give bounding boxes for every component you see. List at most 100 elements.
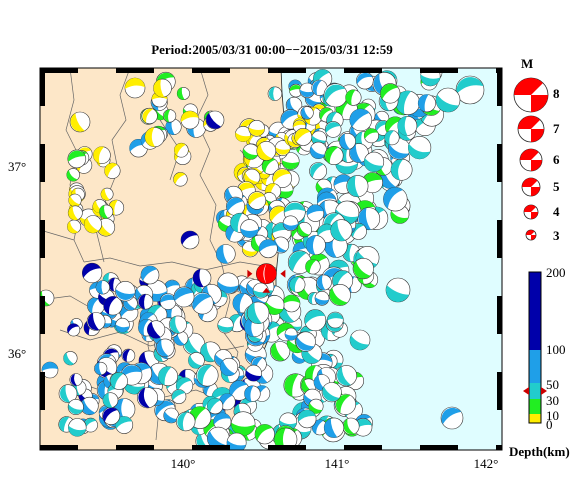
magnitude-legend-symbol bbox=[525, 229, 537, 241]
focal-mechanism bbox=[311, 79, 328, 96]
earthquake-mechanisms bbox=[40, 68, 485, 450]
focal-mechanism bbox=[328, 283, 351, 306]
magnitude-legend-symbol bbox=[523, 204, 539, 220]
focal-mechanism bbox=[124, 77, 146, 99]
focal-mechanism bbox=[274, 140, 291, 156]
focal-mechanism bbox=[159, 293, 177, 310]
focal-mechanism bbox=[176, 411, 196, 432]
focal-mechanism bbox=[155, 338, 175, 358]
depth-band bbox=[529, 350, 541, 383]
focal-mechanism bbox=[274, 427, 298, 450]
focal-mechanism bbox=[207, 398, 224, 415]
focal-mechanism bbox=[115, 416, 134, 434]
focal-mechanism bbox=[63, 351, 78, 366]
depth-scale-border bbox=[528, 271, 542, 424]
focal-mechanism bbox=[144, 127, 165, 148]
focal-mechanism bbox=[58, 384, 78, 404]
focal-mechanism bbox=[313, 374, 331, 391]
depth-tick-0: 0 bbox=[546, 417, 553, 432]
focal-mechanism bbox=[196, 364, 219, 387]
focal-mechanism bbox=[326, 311, 344, 329]
depth-tick-50: 50 bbox=[546, 377, 559, 392]
lon-tick-141: 141° bbox=[325, 456, 350, 471]
focal-mechanism bbox=[324, 121, 342, 138]
focal-mechanism bbox=[140, 265, 160, 285]
focal-mechanism bbox=[248, 120, 266, 137]
focal-mechanism bbox=[205, 110, 225, 130]
focal-mechanism bbox=[349, 329, 371, 351]
focal-mechanism bbox=[231, 411, 256, 436]
focal-mechanism bbox=[103, 296, 123, 316]
focal-mechanism bbox=[455, 75, 485, 105]
focal-mechanism bbox=[67, 398, 84, 415]
focal-mechanism bbox=[295, 331, 316, 352]
focal-mechanism bbox=[282, 215, 299, 232]
focal-mechanism bbox=[41, 361, 59, 379]
focal-mechanism bbox=[349, 143, 369, 163]
focal-mechanism bbox=[324, 146, 344, 166]
focal-mechanism bbox=[264, 295, 285, 315]
lon-tick-140: 140° bbox=[171, 456, 196, 471]
focal-mechanism bbox=[282, 294, 301, 313]
focal-mechanism bbox=[390, 158, 413, 181]
focal-mechanism bbox=[68, 418, 87, 437]
focal-mechanism bbox=[281, 152, 300, 171]
focal-mechanism bbox=[86, 312, 106, 331]
focal-mechanism bbox=[267, 86, 283, 101]
focal-mechanism bbox=[346, 175, 369, 198]
focal-mechanism bbox=[102, 406, 121, 425]
magnitude-legend-symbol bbox=[519, 148, 543, 172]
focal-mechanism bbox=[226, 432, 247, 450]
focal-mechanism bbox=[219, 357, 239, 377]
depth-scale-title: Depth(km) bbox=[509, 444, 570, 459]
focal-mechanism bbox=[408, 136, 432, 160]
focal-mechanism bbox=[80, 396, 99, 416]
focal-mechanism bbox=[323, 417, 345, 438]
focal-mechanism bbox=[188, 352, 205, 369]
magnitude-label-8: 8 bbox=[553, 86, 560, 101]
focal-mechanism bbox=[81, 262, 103, 284]
focal-mechanism bbox=[104, 162, 121, 179]
focal-mechanism bbox=[137, 387, 159, 409]
focal-mechanism bbox=[397, 116, 418, 136]
focal-mechanism bbox=[309, 141, 328, 159]
lon-tick-142: 142° bbox=[474, 456, 499, 471]
focal-mechanism bbox=[383, 187, 408, 212]
focal-mechanism bbox=[100, 187, 114, 201]
magnitude-label-6: 6 bbox=[553, 152, 560, 167]
focal-mechanism bbox=[435, 87, 461, 113]
focal-mechanism bbox=[339, 132, 356, 150]
focal-mechanism bbox=[121, 348, 136, 363]
focal-mechanism bbox=[217, 272, 240, 295]
focal-mechanism bbox=[216, 244, 236, 264]
focal-mechanism bbox=[345, 89, 362, 106]
focal-mechanism bbox=[289, 276, 306, 293]
focal-mechanism bbox=[363, 128, 379, 144]
focal-mechanism bbox=[305, 235, 326, 256]
focal-mechanism bbox=[330, 219, 353, 242]
focal-mechanism bbox=[380, 83, 401, 104]
focal-mechanism bbox=[217, 317, 234, 334]
depth-color-scale: 200 100 50 30 10 0 Depth(km) bbox=[509, 265, 570, 459]
depth-tick-30: 30 bbox=[546, 393, 559, 408]
focal-mechanism bbox=[115, 317, 130, 333]
focal-mechanism bbox=[296, 222, 313, 238]
focal-mechanism bbox=[363, 151, 385, 172]
focal-mechanism bbox=[305, 259, 321, 275]
magnitude-label-7: 7 bbox=[553, 121, 560, 136]
depth-band bbox=[529, 383, 541, 399]
focal-mechanism bbox=[323, 83, 348, 108]
highlight-event bbox=[247, 263, 286, 293]
focal-mechanism bbox=[245, 364, 262, 382]
focal-mechanism bbox=[66, 168, 80, 182]
magnitude-legend-symbol bbox=[521, 177, 541, 197]
focal-mechanism bbox=[315, 274, 332, 291]
focal-mechanism bbox=[297, 409, 317, 429]
focal-mechanism bbox=[191, 292, 214, 315]
magnitude-label-5: 5 bbox=[553, 179, 560, 194]
focal-mechanism bbox=[356, 71, 374, 90]
focal-mechanism bbox=[153, 78, 172, 98]
focal-mechanism bbox=[93, 146, 111, 164]
focal-mechanism bbox=[158, 366, 179, 387]
magnitude-legend-header: M bbox=[521, 56, 533, 71]
